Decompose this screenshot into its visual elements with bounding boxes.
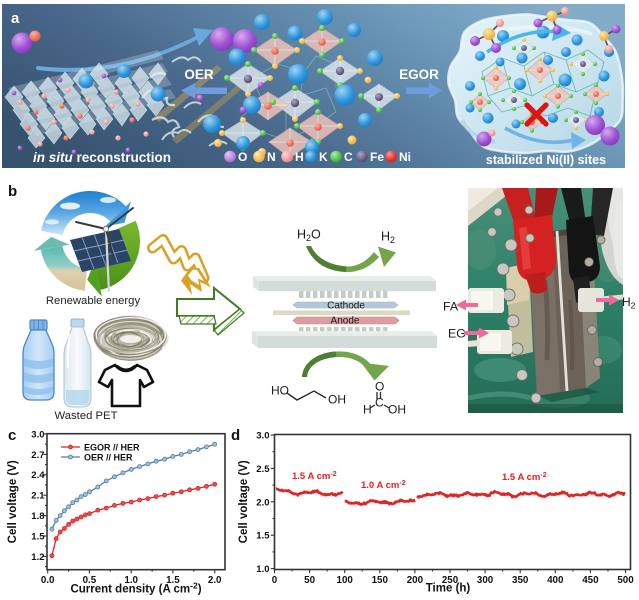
svg-text:OH: OH	[388, 403, 406, 417]
svg-text:2.1: 2.1	[31, 491, 45, 502]
svg-text:500: 500	[617, 575, 634, 586]
svg-text:Fe: Fe	[370, 150, 384, 164]
svg-text:in situ reconstruction: in situ reconstruction	[33, 150, 171, 165]
svg-text:Cathode: Cathode	[327, 300, 365, 311]
svg-text:d: d	[231, 427, 240, 444]
svg-text:2.0: 2.0	[208, 575, 222, 586]
svg-text:H: H	[363, 403, 372, 417]
svg-text:1.0: 1.0	[124, 575, 138, 586]
svg-text:C: C	[344, 150, 353, 164]
svg-text:1.5 A cm-2: 1.5 A cm-2	[502, 472, 547, 483]
svg-text:1.5 A cm-2: 1.5 A cm-2	[292, 471, 337, 482]
svg-text:3.0: 3.0	[31, 429, 44, 440]
svg-text:H2: H2	[622, 295, 636, 311]
svg-text:0: 0	[272, 575, 278, 586]
svg-text:0.0: 0.0	[41, 575, 55, 586]
svg-text:Time (h): Time (h)	[426, 582, 471, 594]
svg-text:1.5: 1.5	[166, 575, 180, 586]
svg-text:350: 350	[512, 575, 529, 586]
svg-text:100: 100	[337, 575, 354, 586]
svg-text:C: C	[375, 396, 384, 410]
svg-text:EGOR: EGOR	[399, 67, 439, 82]
svg-text:EG: EG	[448, 327, 466, 341]
svg-text:1.5: 1.5	[256, 531, 270, 542]
svg-text:Renewable energy: Renewable energy	[46, 295, 141, 307]
svg-text:FA: FA	[443, 300, 459, 314]
svg-text:450: 450	[582, 575, 599, 586]
svg-text:0.5: 0.5	[83, 575, 97, 586]
svg-text:1.0 A cm-2: 1.0 A cm-2	[361, 480, 406, 491]
svg-text:b: b	[8, 183, 17, 200]
svg-text:2.4: 2.4	[31, 470, 45, 481]
svg-text:H: H	[295, 150, 304, 164]
svg-text:K: K	[319, 150, 328, 164]
svg-text:OER: OER	[184, 67, 214, 82]
svg-text:OH: OH	[328, 393, 346, 407]
svg-text:2.5: 2.5	[256, 464, 270, 475]
svg-text:150: 150	[372, 575, 389, 586]
svg-text:Current density (A cm-2): Current density (A cm-2)	[70, 580, 201, 595]
svg-text:O: O	[375, 380, 384, 394]
svg-text:1.2: 1.2	[31, 552, 44, 563]
svg-text:EGOR // HER: EGOR // HER	[84, 443, 140, 453]
svg-text:50: 50	[304, 575, 315, 586]
svg-text:200: 200	[407, 575, 424, 586]
svg-text:3.0: 3.0	[256, 431, 269, 442]
svg-text:OER // HER: OER // HER	[84, 453, 133, 463]
svg-text:Wasted PET: Wasted PET	[55, 410, 118, 422]
svg-text:H2O: H2O	[297, 228, 321, 244]
svg-text:300: 300	[477, 575, 494, 586]
svg-text:H2: H2	[381, 230, 395, 246]
svg-text:Cell voltage (V): Cell voltage (V)	[238, 460, 250, 543]
svg-text:a: a	[11, 10, 20, 27]
svg-text:stabilized Ni(II) sites: stabilized Ni(II) sites	[486, 153, 606, 167]
svg-text:O: O	[238, 150, 247, 164]
svg-text:Anode: Anode	[331, 315, 360, 326]
svg-text:2.0: 2.0	[256, 497, 269, 508]
svg-text:1.0: 1.0	[256, 564, 269, 575]
svg-text:1.8: 1.8	[31, 511, 44, 522]
svg-text:400: 400	[547, 575, 564, 586]
svg-text:Cell voltage (V): Cell voltage (V)	[7, 460, 19, 543]
svg-text:Ni: Ni	[399, 150, 411, 164]
svg-text:2.7: 2.7	[31, 450, 44, 461]
svg-text:HO: HO	[271, 384, 289, 398]
svg-text:N: N	[267, 150, 276, 164]
svg-text:250: 250	[442, 575, 459, 586]
svg-text:1.5: 1.5	[31, 531, 45, 542]
svg-text:c: c	[8, 427, 16, 444]
